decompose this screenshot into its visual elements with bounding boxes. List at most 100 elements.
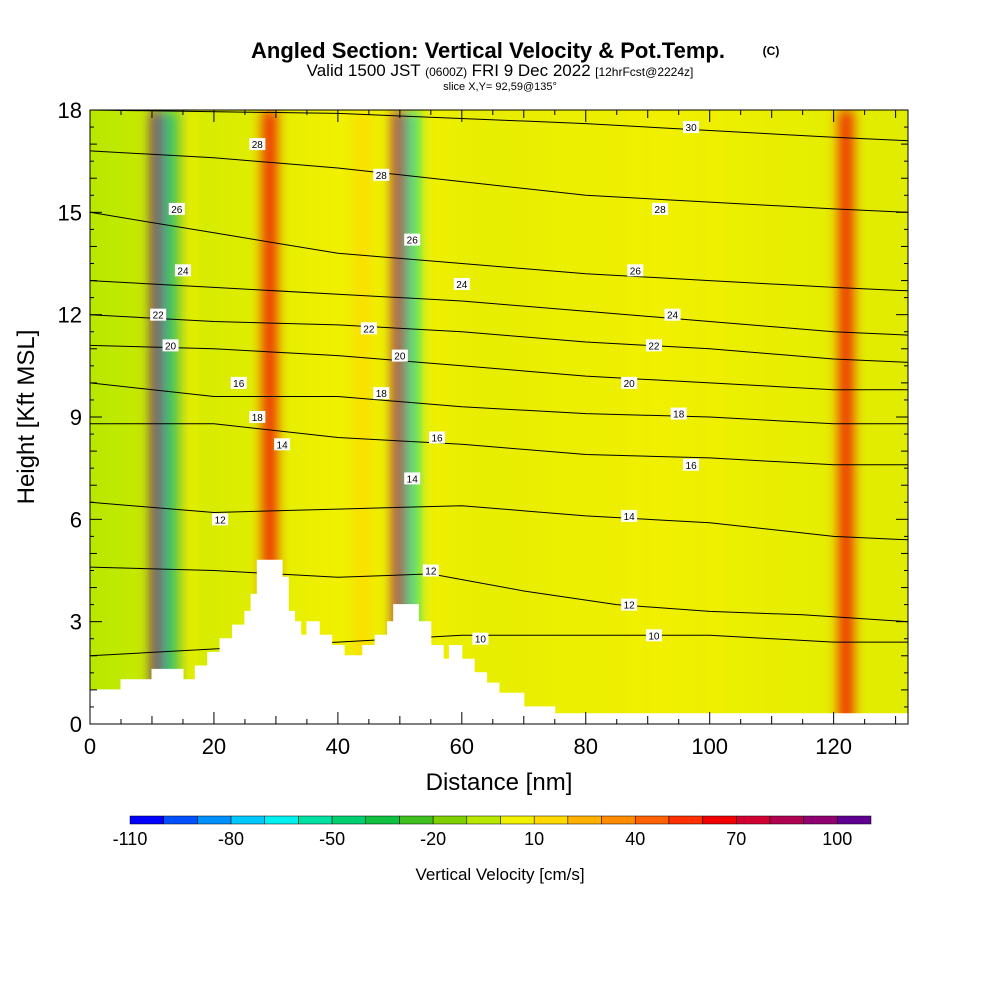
y-tick-label: 15 <box>58 200 82 225</box>
contour-label: 24 <box>453 277 470 291</box>
colorbar-label: -50 <box>319 829 345 849</box>
theta-contour-30 <box>90 110 908 142</box>
velocity-column <box>151 110 166 724</box>
chart-subtitle: Valid 1500 JST (0600Z) FRI 9 Dec 2022 [1… <box>307 61 694 80</box>
colorbar-swatch <box>803 815 838 825</box>
colorbar-label: 100 <box>822 829 852 849</box>
svg-text:10: 10 <box>475 635 487 646</box>
contour-label: 10 <box>645 629 662 642</box>
colorbar-swatch <box>331 815 367 825</box>
x-axis-title: Distance [nm] <box>426 769 573 796</box>
svg-text:24: 24 <box>667 311 679 322</box>
contour-label: 26 <box>627 264 644 277</box>
svg-text:20: 20 <box>165 341 177 352</box>
svg-text:26: 26 <box>407 236 419 247</box>
colorbar-swatch <box>769 815 804 825</box>
colorbar-swatch <box>837 815 872 825</box>
contour-label: 12 <box>621 598 638 612</box>
contour-label: 26 <box>404 233 421 247</box>
plot-area: 28 28 30 26 26 28 24 26 24 22 22 24 20 20 22 16 18 20 18 18… <box>90 110 908 724</box>
svg-text:16: 16 <box>431 433 443 444</box>
colorbar-swatch <box>264 815 299 825</box>
y-tick-label: 0 <box>70 712 82 737</box>
svg-text:12: 12 <box>624 601 636 612</box>
svg-text:14: 14 <box>624 512 636 523</box>
colorbar-swatch <box>163 815 198 825</box>
svg-text:14: 14 <box>407 474 419 485</box>
colorbar-label: -20 <box>420 829 446 849</box>
svg-text:10: 10 <box>648 631 660 642</box>
svg-text:30: 30 <box>686 123 698 134</box>
colorbar-swatch <box>197 815 232 825</box>
colorbar-swatch <box>466 815 501 825</box>
colorbar-swatch <box>365 815 400 825</box>
colorbar-swatch <box>533 815 569 825</box>
svg-text:12: 12 <box>215 515 227 526</box>
svg-text:16: 16 <box>686 461 698 472</box>
y-tick-label: 3 <box>70 610 82 635</box>
x-tick-label: 60 <box>450 734 474 759</box>
theta-contours <box>90 110 908 657</box>
svg-text:18: 18 <box>673 410 685 421</box>
svg-text:24: 24 <box>456 280 468 291</box>
svg-text:22: 22 <box>648 341 660 352</box>
theta-contour-20 <box>90 344 908 391</box>
colorbar-swatch <box>432 815 468 825</box>
forecast-info: [12hrFcst@2224z] <box>595 65 693 79</box>
velocity-column <box>355 110 370 724</box>
y-tick-label: 12 <box>58 303 82 328</box>
contour-label: 12 <box>422 564 439 578</box>
contour-label: 20 <box>162 339 179 352</box>
contour-label: 12 <box>212 513 229 526</box>
velocity-column <box>169 110 184 724</box>
svg-text:14: 14 <box>277 440 289 451</box>
contour-label: 22 <box>645 339 662 352</box>
copyright-mark: (C) <box>763 44 780 58</box>
velocity-background <box>90 110 908 724</box>
contour-label: 22 <box>360 322 377 335</box>
chart-title: Angled Section: Vertical Velocity & Pot.… <box>251 38 725 63</box>
colorbar-label: 40 <box>625 829 645 849</box>
contour-label: 18 <box>373 387 390 400</box>
contour-label: 16 <box>683 458 700 472</box>
colorbar-swatch <box>567 815 602 825</box>
colorbar-swatch <box>702 815 737 825</box>
x-tick-label: 40 <box>326 734 350 759</box>
theta-contour-26 <box>90 211 908 292</box>
x-tick-label: 80 <box>574 734 598 759</box>
contour-label: 14 <box>274 438 291 451</box>
theta-contour-12 <box>90 566 908 623</box>
colorbar-swatch <box>736 815 771 825</box>
contour-label: 24 <box>664 308 681 322</box>
x-tick-label: 100 <box>691 734 728 759</box>
colorbar-swatch <box>129 815 164 825</box>
theta-contour-22 <box>90 314 908 363</box>
contour-label: 20 <box>621 376 638 390</box>
velocity-column <box>392 110 407 724</box>
velocity-column <box>628 110 643 724</box>
contour-label: 20 <box>391 349 408 363</box>
colorbar-swatch <box>500 815 535 825</box>
contour-labels: 28 28 30 26 26 28 24 26 24 22 22 24 20 20 22 16 18 20 18 18… <box>150 121 700 646</box>
colorbar-label: -80 <box>218 829 244 849</box>
contour-label: 10 <box>472 632 489 646</box>
velocity-column <box>182 110 197 724</box>
contour-label: 14 <box>404 472 421 485</box>
contour-label: 18 <box>670 407 687 421</box>
svg-text:12: 12 <box>425 567 437 578</box>
svg-text:28: 28 <box>376 171 388 182</box>
svg-text:22: 22 <box>153 311 165 322</box>
svg-text:18: 18 <box>376 389 388 400</box>
svg-text:28: 28 <box>252 140 264 151</box>
y-axis-title: Height [Kft MSL] <box>13 330 40 505</box>
slice-info: slice X,Y= 92,59@135° <box>443 81 557 93</box>
colorbar-title: Vertical Velocity [cm/s] <box>415 865 584 884</box>
colorbar-label: 10 <box>524 829 544 849</box>
svg-text:20: 20 <box>624 379 636 390</box>
contour-label: 14 <box>621 509 638 523</box>
contour-label: 18 <box>249 411 266 424</box>
contour-label: 16 <box>429 431 446 444</box>
theta-contour-28 <box>90 150 908 213</box>
svg-text:28: 28 <box>655 205 667 216</box>
